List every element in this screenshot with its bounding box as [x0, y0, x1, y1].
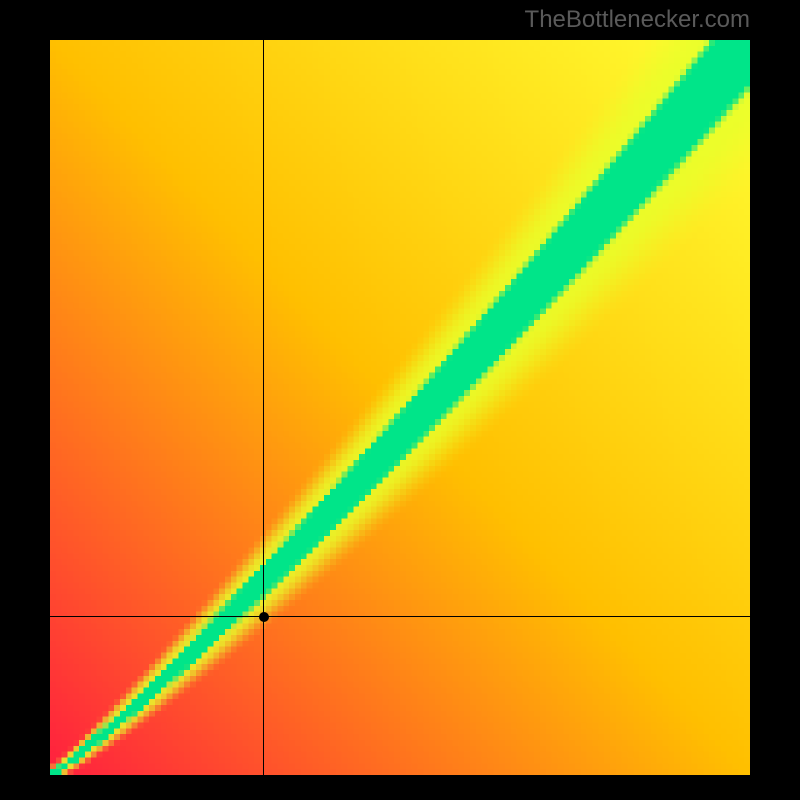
- watermark-text: TheBottlenecker.com: [525, 6, 750, 34]
- chart-stage: TheBottlenecker.com: [0, 0, 800, 800]
- crosshair-vertical: [263, 40, 264, 775]
- heatmap-plot: [50, 40, 750, 775]
- crosshair-horizontal: [50, 616, 750, 617]
- crosshair-marker: [259, 612, 269, 622]
